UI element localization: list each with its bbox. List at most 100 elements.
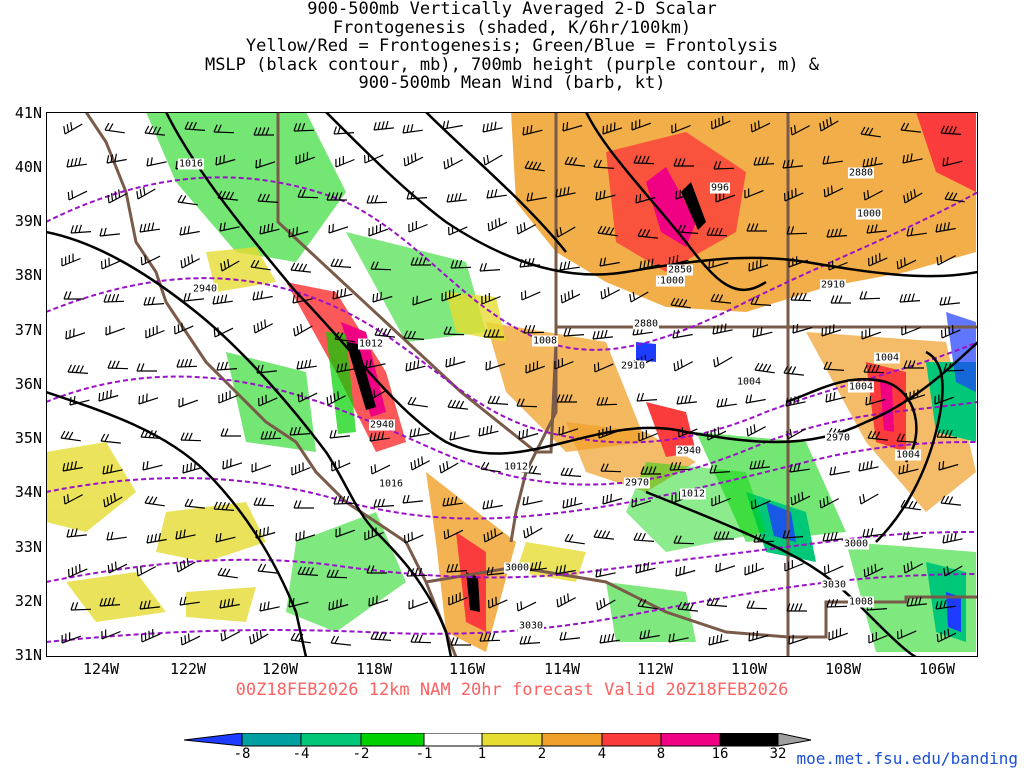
wind-barb [560, 467, 582, 477]
wind-barb [593, 159, 615, 169]
wind-barb [786, 428, 806, 440]
wind-barb [521, 290, 541, 301]
wind-barb [138, 393, 159, 405]
wind-barb [330, 635, 351, 646]
wind-barb [746, 223, 767, 232]
wind-barb [333, 125, 355, 135]
wind-barb [633, 155, 655, 165]
wind-barb [439, 461, 459, 474]
wind-barb [61, 632, 82, 644]
wind-barb [334, 331, 355, 343]
wind-barb [906, 227, 927, 237]
wind-barb [713, 161, 735, 170]
wind-barb [177, 194, 198, 206]
wind-barb [784, 188, 804, 202]
wind-barb [637, 598, 658, 610]
lat-label: 38N [14, 266, 42, 284]
wind-barb [145, 325, 165, 339]
color-scale-segment [423, 732, 483, 747]
wind-barb [259, 223, 280, 235]
wind-barb [297, 566, 319, 576]
wind-barb [257, 563, 278, 574]
wind-barb [822, 531, 843, 542]
wind-barb [297, 189, 319, 199]
wind-barb [65, 328, 86, 340]
lat-label: 34N [14, 483, 42, 501]
wind-barb [863, 364, 885, 374]
height-label: 2910 [819, 279, 847, 291]
wind-barb [220, 631, 240, 642]
wind-barb [554, 357, 574, 370]
wind-barb [410, 634, 432, 644]
wind-barb [136, 363, 157, 372]
wind-barb [219, 597, 240, 609]
wind-barb [822, 155, 843, 165]
wind-barb [708, 258, 729, 269]
wind-barb [563, 327, 585, 337]
wind-barb [900, 122, 921, 133]
wind-barb [106, 531, 127, 541]
wind-barb [859, 493, 879, 505]
wind-barb [859, 291, 881, 300]
wind-barb [370, 631, 392, 641]
wind-barb [751, 499, 771, 510]
wind-barb [410, 456, 430, 471]
wind-barb [828, 260, 848, 271]
wind-barb [599, 633, 620, 644]
wind-barb [143, 296, 165, 306]
wind-barb [861, 328, 882, 340]
wind-barb [826, 599, 848, 608]
wind-barb [829, 466, 850, 476]
wind-barb [782, 529, 804, 539]
wind-barb [107, 189, 127, 204]
wind-barb [487, 217, 508, 232]
wind-barb [67, 190, 88, 201]
wind-barb [635, 193, 656, 204]
wind-barb [708, 634, 729, 646]
scale-tick: -1 [415, 746, 433, 762]
wind-barb [790, 491, 811, 506]
wind-barb [860, 126, 881, 138]
height-label: 2940 [675, 445, 703, 457]
wind-barb [146, 532, 167, 544]
wind-barb [370, 261, 392, 271]
wind-barb [901, 325, 921, 336]
wind-barb [631, 497, 652, 508]
wind-barb [671, 490, 692, 504]
wind-barb [830, 295, 851, 304]
wind-barb [750, 296, 772, 306]
wind-barb [259, 601, 280, 612]
wind-barb [518, 428, 539, 440]
lat-label: 39N [14, 212, 42, 230]
wind-barb [519, 257, 540, 268]
wind-barb [821, 324, 842, 337]
wind-barb [903, 360, 924, 369]
map-title: 900-500mb Vertically Averaged 2-D Scalar… [0, 0, 1024, 93]
wind-barb [402, 494, 423, 504]
lat-label: 32N [14, 592, 42, 610]
wind-barb [868, 253, 888, 267]
wind-barb [406, 190, 428, 200]
wind-barb [330, 258, 352, 268]
wind-barb [448, 225, 468, 236]
color-scale-segment [777, 732, 812, 747]
wind-barb [863, 190, 883, 201]
wind-barb [597, 225, 618, 237]
wind-barb [219, 222, 240, 232]
mslp-label: 1012 [679, 488, 707, 500]
wind-barb [788, 634, 809, 645]
wind-barb [63, 291, 84, 300]
wind-barb [139, 600, 160, 610]
map-panel: 1016 1012 1008 1004 1000 996 1016 1012 1… [46, 112, 978, 657]
wind-barb [865, 395, 886, 406]
wind-barb [556, 394, 577, 403]
wind-barb [450, 637, 471, 646]
wind-barb [862, 156, 883, 168]
wind-barb [639, 629, 660, 640]
wind-barb [372, 291, 393, 303]
wind-barb [632, 325, 653, 336]
wind-barb [176, 558, 196, 573]
wind-barb [255, 526, 276, 539]
wind-barb [746, 424, 766, 437]
lon-label: 120W [261, 660, 299, 678]
